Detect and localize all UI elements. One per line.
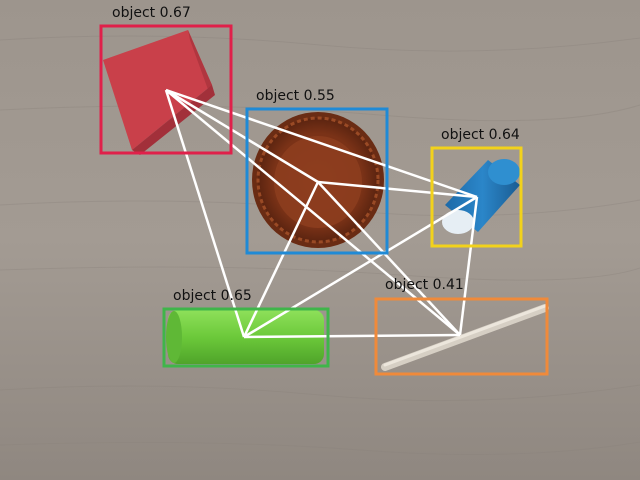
label-green-cylinder: object 0.65: [173, 288, 252, 304]
bbox-green-cylinder: [162, 307, 330, 368]
bbox-blue-cylinder: [430, 146, 523, 248]
detection-labels: object 0.67 object 0.55 object 0.64 obje…: [112, 5, 520, 304]
graph-edge: [317, 181, 461, 336]
wooden-stick: [381, 304, 549, 371]
graph-edge: [165, 88, 478, 199]
label-blue-cylinder: object 0.64: [441, 127, 520, 143]
detection-boxes: [99, 24, 549, 376]
graph-edge: [165, 89, 461, 336]
graph-edge: [458, 196, 479, 336]
bbox-brown-bowl: [245, 107, 389, 255]
bbox-wooden-stick: [374, 297, 549, 376]
label-red-cube: object 0.67: [112, 5, 191, 21]
relation-graph: [164, 88, 479, 339]
graph-edge: [242, 181, 320, 338]
graph-edge: [243, 333, 461, 339]
label-brown-bowl: object 0.55: [256, 88, 335, 104]
red-cube: [103, 30, 215, 155]
blue-cylinder: [442, 159, 520, 234]
label-wooden-stick: object 0.41: [385, 277, 464, 293]
bbox-red-cube: [99, 24, 233, 155]
graph-edge: [317, 180, 478, 199]
graph-edge: [164, 89, 246, 338]
graph-edge: [165, 88, 319, 184]
graph-edge: [243, 195, 478, 339]
brown-bowl: [252, 112, 384, 248]
